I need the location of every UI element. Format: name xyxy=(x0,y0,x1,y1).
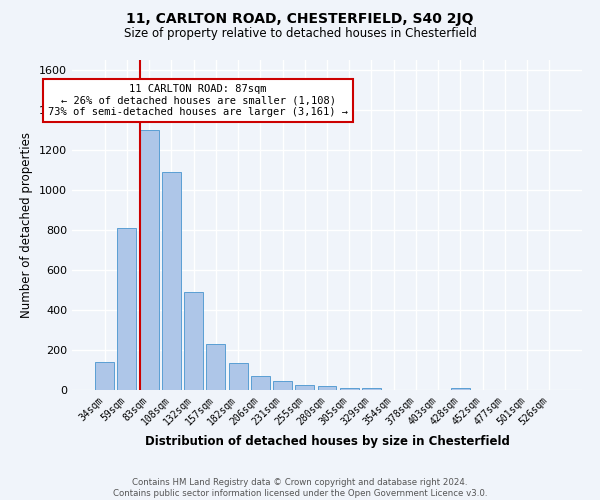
Text: 11, CARLTON ROAD, CHESTERFIELD, S40 2JQ: 11, CARLTON ROAD, CHESTERFIELD, S40 2JQ xyxy=(126,12,474,26)
Text: Size of property relative to detached houses in Chesterfield: Size of property relative to detached ho… xyxy=(124,28,476,40)
Bar xyxy=(162,172,181,390)
Bar xyxy=(317,386,337,390)
Bar xyxy=(451,388,470,390)
Text: 11 CARLTON ROAD: 87sqm
← 26% of detached houses are smaller (1,108)
73% of semi-: 11 CARLTON ROAD: 87sqm ← 26% of detached… xyxy=(48,84,348,117)
X-axis label: Distribution of detached houses by size in Chesterfield: Distribution of detached houses by size … xyxy=(145,435,509,448)
Bar xyxy=(273,381,292,390)
Text: Contains HM Land Registry data © Crown copyright and database right 2024.
Contai: Contains HM Land Registry data © Crown c… xyxy=(113,478,487,498)
Bar xyxy=(95,362,114,390)
Bar xyxy=(362,388,381,390)
Bar xyxy=(229,363,248,390)
Bar xyxy=(251,376,270,390)
Y-axis label: Number of detached properties: Number of detached properties xyxy=(20,132,34,318)
Bar xyxy=(118,228,136,390)
Bar xyxy=(140,130,158,390)
Bar xyxy=(206,344,225,390)
Bar xyxy=(295,385,314,390)
Bar xyxy=(340,388,359,390)
Bar xyxy=(184,292,203,390)
